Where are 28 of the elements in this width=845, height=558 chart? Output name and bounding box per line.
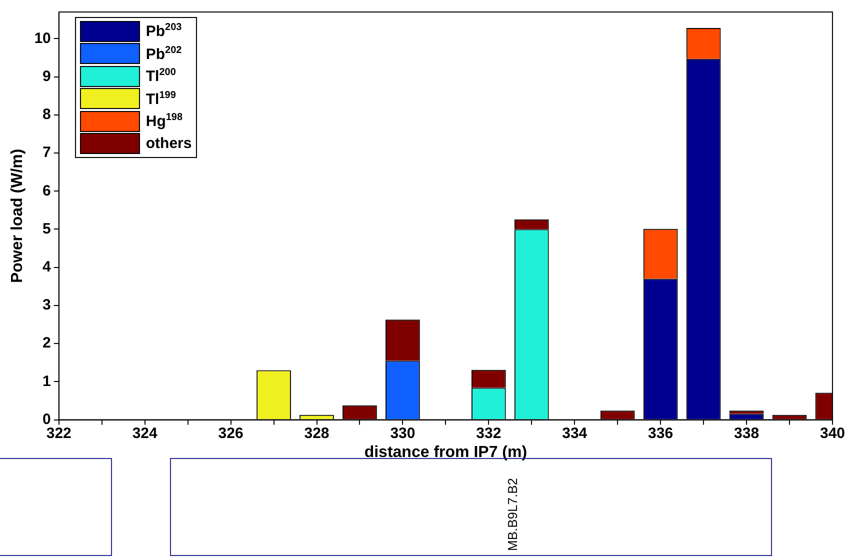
y-tick-label: 1 bbox=[42, 372, 51, 390]
x-tick-label: 324 bbox=[132, 424, 158, 442]
y-axis-title: Power load (W/m) bbox=[9, 148, 26, 284]
x-tick-label: 340 bbox=[820, 424, 845, 442]
legend-label: Pb$^{202}$ bbox=[146, 44, 182, 63]
y-tick-label: 8 bbox=[42, 106, 51, 124]
x-tick-label: 332 bbox=[476, 424, 502, 442]
x-tick-label: 328 bbox=[304, 424, 330, 442]
y-tick-label: 4 bbox=[42, 258, 52, 276]
x-axis-title: distance from IP7 (m) bbox=[364, 444, 528, 461]
magnet-layout-diagram: MB.B9L7.B2 bbox=[0, 458, 772, 556]
x-tick-label: 338 bbox=[734, 424, 760, 442]
y-tick-label: 10 bbox=[34, 30, 51, 47]
legend-label: Tl$^{199}$ bbox=[146, 90, 176, 108]
legend-label: Pb$^{203}$ bbox=[146, 22, 182, 40]
y-tick-label: 9 bbox=[42, 68, 51, 85]
y-tick-label: 5 bbox=[42, 220, 51, 238]
x-tick-label: 330 bbox=[390, 424, 416, 442]
y-tick-label: 7 bbox=[42, 144, 51, 162]
legend-label: Hg$^{198}$ bbox=[146, 112, 183, 130]
legend-label: Tl$^{200}$ bbox=[146, 67, 176, 86]
x-tick-label: 326 bbox=[218, 424, 244, 442]
legend-label: others bbox=[146, 135, 192, 152]
x-tick-label: 336 bbox=[648, 424, 674, 442]
y-tick-label: 6 bbox=[42, 182, 51, 200]
y-tick-label: 2 bbox=[42, 334, 51, 352]
y-tick-label: 3 bbox=[42, 296, 51, 314]
x-tick-label: 334 bbox=[562, 424, 588, 442]
